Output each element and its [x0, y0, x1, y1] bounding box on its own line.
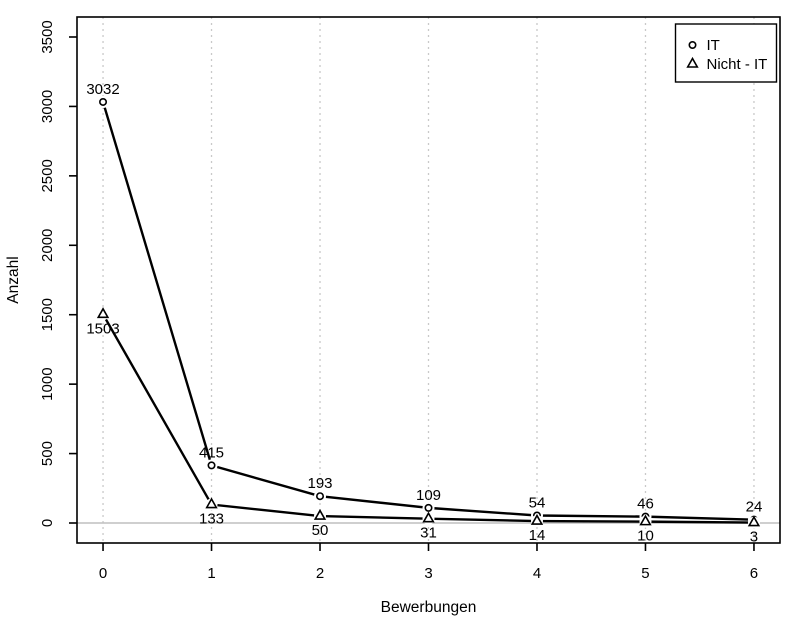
- data-point-label: 24: [746, 499, 763, 516]
- data-point-marker-circle: [316, 492, 325, 501]
- data-point-marker-triangle: [747, 515, 761, 527]
- y-axis-tick-label: 1500: [39, 298, 56, 331]
- y-axis-title: Anzahl: [5, 256, 22, 303]
- legend-marker-triangle-icon: [686, 56, 699, 68]
- x-axis-tick-label: 0: [99, 565, 107, 582]
- x-axis-title: Bewerbungen: [381, 599, 477, 616]
- data-point-label: 415: [199, 444, 224, 461]
- x-axis-tick-label: 3: [424, 565, 432, 582]
- legend-marker-circle-icon: [688, 40, 697, 49]
- data-point-label: 14: [529, 527, 546, 544]
- data-point-marker-triangle: [96, 307, 110, 319]
- data-point-marker-circle: [99, 97, 108, 106]
- series-points-Nicht-IT: [96, 307, 761, 529]
- y-axis-tick-label: 3500: [39, 20, 56, 53]
- data-point-label: 109: [416, 487, 441, 504]
- data-point-label: 3032: [86, 81, 119, 98]
- y-axis-tick-label: 2000: [39, 229, 56, 262]
- data-point-marker-triangle: [530, 513, 544, 525]
- y-axis-tick-label: 2500: [39, 159, 56, 192]
- data-point-label: 50: [312, 522, 329, 539]
- data-point-marker-triangle: [422, 511, 435, 523]
- legend-entry-label: IT: [707, 37, 720, 54]
- legend: [674, 23, 778, 83]
- data-point-marker-circle-halo: [205, 459, 218, 472]
- legend-marker-circle-icon-halo: [686, 39, 699, 51]
- data-point-label: 3: [750, 529, 758, 546]
- y-axis-tick-label: 3000: [39, 90, 56, 123]
- y-axis-tick-label: 500: [39, 441, 56, 466]
- data-point-marker-circle-halo: [97, 95, 110, 108]
- x-axis-tick-label: 2: [316, 565, 324, 582]
- data-point-marker-triangle: [639, 514, 652, 526]
- y-axis-tick-label: 1000: [39, 367, 56, 400]
- data-point-label: 1503: [86, 320, 119, 337]
- x-axis-tick-label: 6: [750, 565, 758, 582]
- data-point-label: 133: [199, 511, 224, 528]
- data-point-marker-triangle: [205, 497, 218, 509]
- x-axis-tick-label: 1: [207, 565, 215, 582]
- x-axis-tick-label: 4: [533, 565, 541, 582]
- data-point-marker-circle: [424, 503, 433, 512]
- data-point-label: 46: [637, 496, 654, 513]
- data-point-marker-circle: [207, 461, 216, 470]
- data-point-marker-circle-halo: [422, 501, 435, 514]
- legend-entry-label: Nicht - IT: [707, 56, 768, 73]
- data-point-label: 54: [529, 495, 546, 512]
- data-point-marker-triangle: [313, 508, 327, 520]
- x-axis-tick-label: 5: [641, 565, 649, 582]
- data-point-label: 31: [420, 525, 437, 542]
- y-axis-tick-label: 0: [39, 519, 56, 527]
- data-point-label: 10: [637, 528, 654, 545]
- data-point-label: 193: [307, 475, 332, 492]
- data-point-marker-circle-halo: [314, 490, 327, 503]
- legend-box: [674, 23, 778, 83]
